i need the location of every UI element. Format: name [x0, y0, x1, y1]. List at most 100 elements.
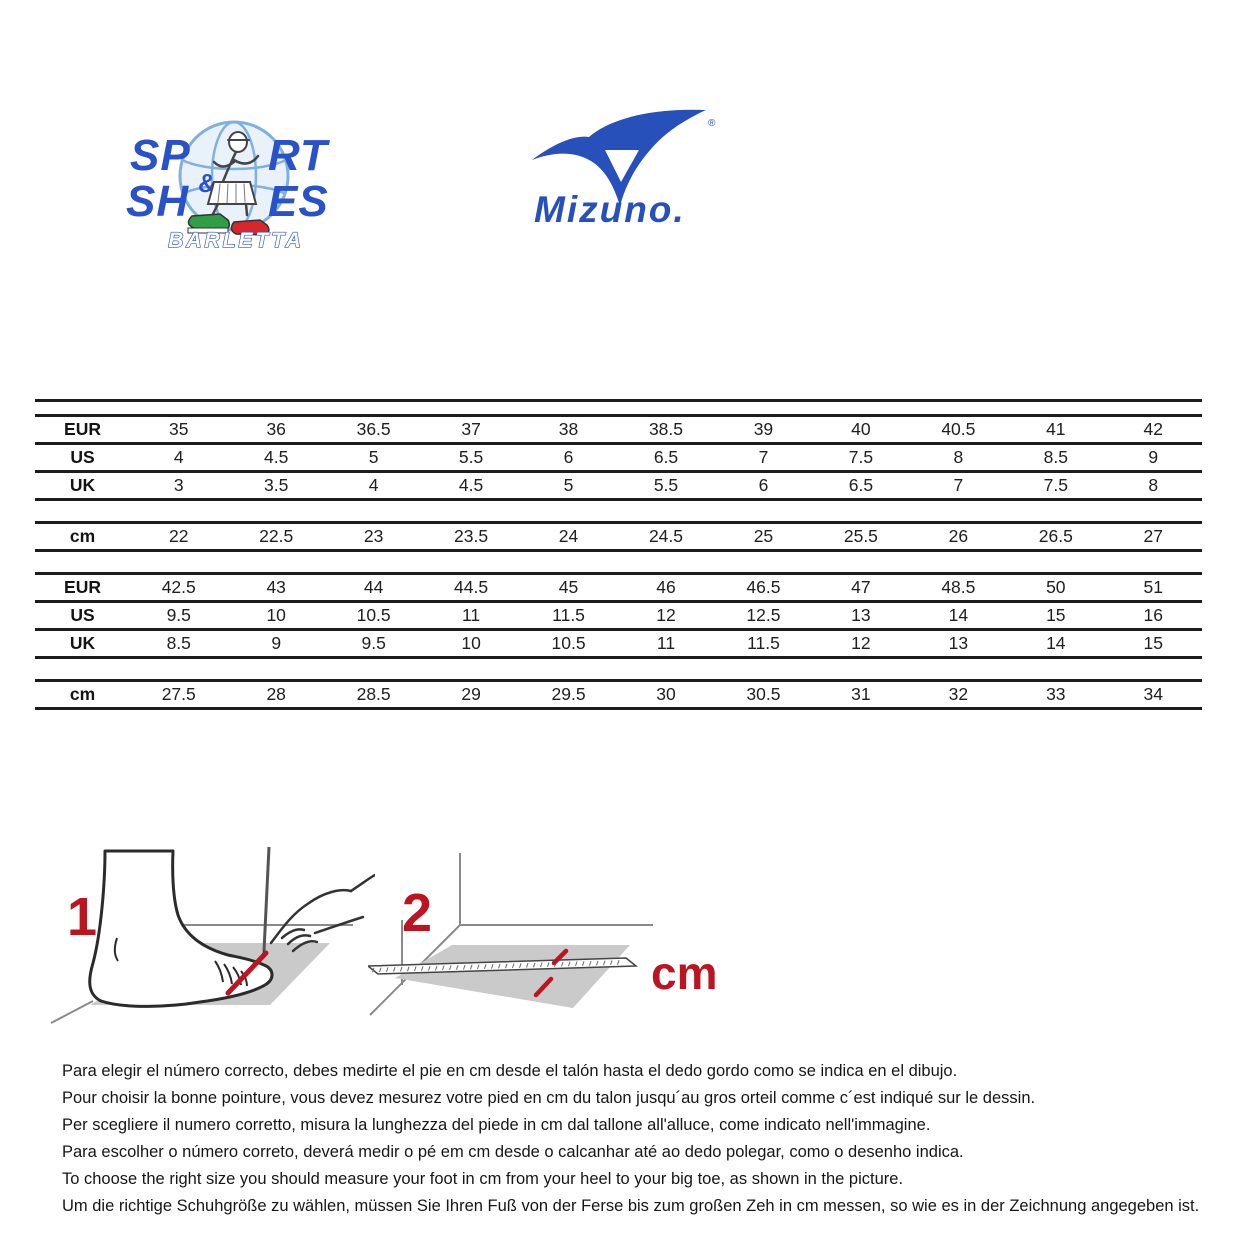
size-cell: 47 [812, 573, 910, 603]
size-cell: 29 [422, 680, 520, 710]
size-row-cm: cm 27.5 28 28.5 29 29.5 30 30.5 31 32 33 34 [35, 680, 1202, 710]
size-table-section-1: EUR 35 36 36.5 37 38 38.5 39 40 40.5 41 42 US 4 4.5 5 5.… [35, 414, 1202, 501]
size-cell: 25.5 [812, 522, 910, 552]
size-cell: 9.5 [130, 601, 228, 631]
foot-outline [88, 849, 274, 1008]
size-table-section-4: cm 27.5 28 28.5 29 29.5 30 30.5 31 32 33 34 [35, 679, 1202, 710]
size-cell: 38.5 [617, 415, 715, 445]
size-cell: 10 [422, 629, 520, 659]
size-cell: 6 [714, 471, 813, 501]
size-row-label: cm [35, 522, 130, 552]
store-logo: SP RT & SH ES BARLETTA [126, 120, 330, 252]
size-cell: 37 [422, 415, 520, 445]
size-cell: 24 [519, 522, 618, 552]
size-cell: 3 [130, 471, 228, 501]
size-cell: 34 [1104, 680, 1202, 710]
wall-lines [369, 853, 653, 1016]
size-row-eur: EUR 42.5 43 44 44.5 45 46 46.5 47 48.5 50 51 [35, 573, 1202, 603]
size-cell: 13 [812, 601, 910, 631]
size-cell: 13 [909, 629, 1008, 659]
instructions: Para elegir el número correcto, debes me… [62, 1058, 1237, 1220]
size-cell: 5.5 [422, 443, 520, 473]
size-row-label: US [35, 443, 130, 473]
globe-icon [178, 120, 290, 232]
size-table-section-3: EUR 42.5 43 44 44.5 45 46 46.5 47 48.5 50 51 US 9.5 10… [35, 572, 1202, 659]
size-cell: 12 [617, 601, 715, 631]
size-cell: 4 [130, 443, 228, 473]
store-logo-line1-right: RT [268, 131, 330, 180]
ruler-measure-illustration: 2 cm [368, 853, 717, 1016]
size-cell: 10.5 [519, 629, 618, 659]
size-cell: 30.5 [714, 680, 813, 710]
size-row-cm: cm 22 22.5 23 23.5 24 24.5 25 25.5 26 26.5 27 [35, 522, 1202, 552]
size-row-label: EUR [35, 415, 130, 445]
size-cell: 39 [714, 415, 813, 445]
size-cell: 8.5 [130, 629, 228, 659]
size-cell: 10.5 [324, 601, 423, 631]
runner-icon [187, 131, 270, 236]
size-row-label: US [35, 601, 130, 631]
instruction-line-es: Para elegir el número correcto, debes me… [62, 1062, 958, 1080]
size-row-uk: UK 3 3.5 4 4.5 5 5.5 6 6.5 7 7.5 8 [35, 471, 1202, 501]
size-cell: 22 [130, 522, 228, 552]
size-cell: 41 [1007, 415, 1105, 445]
size-cell: 5 [324, 443, 423, 473]
size-cell: 36.5 [324, 415, 423, 445]
size-cell: 14 [1007, 629, 1105, 659]
step1-label: 1 [67, 887, 97, 947]
size-cell: 12 [812, 629, 910, 659]
size-cell: 50 [1007, 573, 1105, 603]
size-cell: 30 [617, 680, 715, 710]
size-cell: 42 [1104, 415, 1202, 445]
size-row-label: EUR [35, 573, 130, 603]
size-cell: 7 [909, 471, 1008, 501]
size-cell: 22.5 [227, 522, 325, 552]
size-row-eur: EUR 35 36 36.5 37 38 38.5 39 40 40.5 41 42 [35, 415, 1202, 445]
measure-marks [533, 948, 569, 998]
size-cell: 11 [422, 601, 520, 631]
size-table-section-2: cm 22 22.5 23 23.5 24 24.5 25 25.5 26 26.5 27 [35, 521, 1202, 552]
size-cell: 10 [227, 601, 325, 631]
size-chart: EUR 35 36 36.5 37 38 38.5 39 40 40.5 41 42 US 4 4.5 5 5.… [35, 399, 1202, 730]
size-cell: 46 [617, 573, 715, 603]
pencil-icon [261, 846, 271, 960]
instruction-line-fr: Pour choisir la bonne pointure, vous dev… [62, 1089, 1036, 1107]
size-cell: 12.5 [714, 601, 813, 631]
store-logo-line2-left: SH [126, 177, 189, 226]
store-logo-line2-right: ES [268, 177, 329, 226]
store-logo-city: BARLETTA [168, 229, 304, 252]
size-cell: 27.5 [130, 680, 228, 710]
size-cell: 6 [519, 443, 618, 473]
size-cell: 9 [1104, 443, 1202, 473]
size-row-uk: UK 8.5 9 9.5 10 10.5 11 11.5 12 13 14 15 [35, 629, 1202, 659]
ruler-icon [368, 957, 639, 975]
size-cell: 44 [324, 573, 423, 603]
size-row-label: UK [35, 471, 130, 501]
size-cell: 44.5 [422, 573, 520, 603]
size-cell: 4.5 [227, 443, 325, 473]
size-cell: 11.5 [519, 601, 618, 631]
size-row-label: UK [35, 629, 130, 659]
size-cell: 15 [1007, 601, 1105, 631]
size-cell: 9 [227, 629, 325, 659]
size-cell: 16 [1104, 601, 1202, 631]
size-cell: 14 [909, 601, 1008, 631]
instruction-line-de: Um die richtige Schuhgröße zu wählen, mü… [62, 1197, 1200, 1215]
size-cell: 45 [519, 573, 618, 603]
size-cell: 25 [714, 522, 813, 552]
size-cell: 3.5 [227, 471, 325, 501]
size-cell: 26 [909, 522, 1008, 552]
size-cell: 48.5 [909, 573, 1008, 603]
size-cell: 28.5 [324, 680, 423, 710]
foot-measure-illustration: 1 [50, 846, 375, 1024]
size-cell: 31 [812, 680, 910, 710]
size-cell: 27 [1104, 522, 1202, 552]
size-cell: 29.5 [519, 680, 618, 710]
size-cell: 40.5 [909, 415, 1008, 445]
size-cell: 4 [324, 471, 423, 501]
toe-mark-line [225, 950, 269, 996]
size-cell: 23.5 [422, 522, 520, 552]
size-cell: 46.5 [714, 573, 813, 603]
table-top-rule [35, 399, 1202, 402]
